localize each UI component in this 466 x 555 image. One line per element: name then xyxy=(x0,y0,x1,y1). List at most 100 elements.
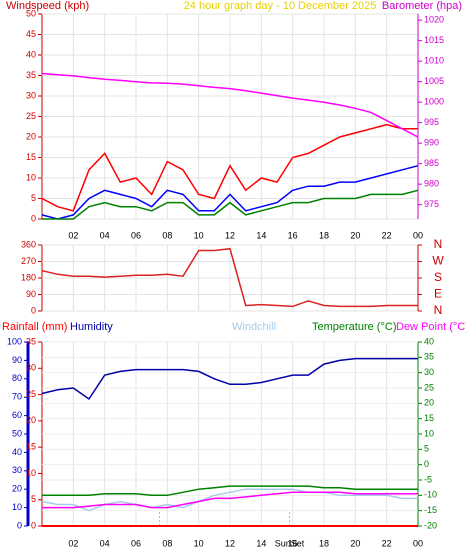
y-tick-label: 50 xyxy=(12,428,22,438)
y3-tick-label: 40 xyxy=(424,336,434,346)
x-tick-label: 10 xyxy=(194,230,204,240)
y2-tick-label: 0 xyxy=(31,520,36,530)
x-tick-label: 06 xyxy=(131,230,141,240)
y3-tick-label: -10 xyxy=(424,490,437,500)
annotation: SunSet xyxy=(275,538,305,548)
y2-tick-label: 1010 xyxy=(424,56,444,66)
y3-tick-label: 5 xyxy=(424,444,429,454)
y3-tick-label: 15 xyxy=(424,413,434,423)
y-tick-label: 15 xyxy=(26,152,36,162)
y3-tick-label: 30 xyxy=(424,367,434,377)
x-tick-label: 12 xyxy=(225,230,235,240)
legend-entry: Temperature (°C) xyxy=(312,321,396,333)
y-tick-label: 20 xyxy=(12,484,22,494)
x-tick-label: 02 xyxy=(68,230,78,240)
y-tick-label: 270 xyxy=(21,256,36,266)
y2-tick-label: 30 xyxy=(26,363,36,373)
legend-entry: Rainfall (mm) xyxy=(2,321,67,333)
y3-tick-label: 0 xyxy=(424,459,429,469)
y-tick-label: 45 xyxy=(26,29,36,39)
x-tick-label: 16 xyxy=(288,538,298,548)
y2-label: Barometer (hpa) xyxy=(382,0,462,12)
x-tick-label: 20 xyxy=(350,230,360,240)
y-tick-label: 0 xyxy=(31,305,36,315)
chart-title: 24 hour graph day - 10 December 2025 xyxy=(184,0,377,12)
y-tick-label: 5 xyxy=(31,193,36,203)
x-tick-label: 00 xyxy=(413,538,423,548)
y2-tick-label: W xyxy=(432,254,444,268)
x-tick-label: 14 xyxy=(256,230,266,240)
y-tick-label: 70 xyxy=(12,392,22,402)
y2-tick-label: 15 xyxy=(26,442,36,452)
series-line xyxy=(42,491,418,509)
series-line xyxy=(42,189,419,220)
y-tick-label: 0 xyxy=(31,213,36,223)
y-label: Windspeed (kph) xyxy=(6,0,89,12)
y2-tick-label: 990 xyxy=(424,138,439,148)
x-tick-label: 02 xyxy=(68,538,78,548)
x-tick-label: 10 xyxy=(194,538,204,548)
y2-tick-label: 10 xyxy=(26,468,36,478)
x-tick-label: 14 xyxy=(256,538,266,548)
y2-tick-label: 1020 xyxy=(424,15,444,25)
y-tick-label: 20 xyxy=(26,131,36,141)
y3-tick-label: 10 xyxy=(424,428,434,438)
x-tick-label: 04 xyxy=(100,230,110,240)
y-tick-label: 90 xyxy=(26,289,36,299)
y2-tick-label: E xyxy=(434,287,442,301)
y-tick-label: 25 xyxy=(26,111,36,121)
x-tick-label: 08 xyxy=(162,230,172,240)
y3-tick-label: 25 xyxy=(424,382,434,392)
x-tick-label: 12 xyxy=(225,538,235,548)
y-tick-label: 80 xyxy=(12,373,22,383)
y3-tick-label: -5 xyxy=(424,474,432,484)
x-tick-label: 18 xyxy=(319,538,329,548)
legend-entry: Dew Point (°C) xyxy=(396,321,466,333)
y2-tick-label: 1005 xyxy=(424,76,444,86)
y2-tick-label: 35 xyxy=(26,336,36,346)
y2-tick-label: N xyxy=(434,237,443,251)
y-tick-label: 30 xyxy=(12,465,22,475)
y2-tick-label: 25 xyxy=(26,389,36,399)
y-tick-label: 100 xyxy=(7,336,22,346)
y-tick-label: 90 xyxy=(12,355,22,365)
x-tick-label: 06 xyxy=(131,538,141,548)
legend-entry: Windchill xyxy=(232,321,276,333)
y-tick-label: 35 xyxy=(26,70,36,80)
y2-tick-label: 5 xyxy=(31,494,36,504)
series-line xyxy=(41,72,419,138)
x-tick-label: 00 xyxy=(413,230,423,240)
series-line xyxy=(42,485,418,497)
y-tick-label: 180 xyxy=(21,272,36,282)
y3-tick-label: -20 xyxy=(424,520,437,530)
y-tick-label: 50 xyxy=(26,8,36,18)
x-tick-label: 22 xyxy=(382,230,392,240)
series-line xyxy=(41,164,419,220)
x-tick-label: 18 xyxy=(319,230,329,240)
y2-tick-label: 1015 xyxy=(424,35,444,45)
y2-tick-label: N xyxy=(434,303,443,317)
y2-tick-label: 975 xyxy=(424,199,439,209)
y2-tick-label: 980 xyxy=(424,179,439,189)
x-tick-label: 16 xyxy=(288,230,298,240)
x-tick-label: 04 xyxy=(100,538,110,548)
y-tick-label: 10 xyxy=(12,502,22,512)
y3-tick-label: -15 xyxy=(424,505,437,515)
x-tick-label: 22 xyxy=(382,538,392,548)
x-tick-label: 08 xyxy=(162,538,172,548)
series-line xyxy=(41,247,418,308)
y2-tick-label: 995 xyxy=(424,117,439,127)
y-tick-label: 40 xyxy=(12,447,22,457)
y-tick-label: 30 xyxy=(26,90,36,100)
y-tick-label: 40 xyxy=(26,49,36,59)
y2-tick-label: 20 xyxy=(26,415,36,425)
series-line xyxy=(41,357,418,401)
legend-entry: Humidity xyxy=(70,321,113,333)
y2-tick-label: 1000 xyxy=(424,97,444,107)
y2-tick-label: S xyxy=(434,270,442,284)
y-tick-label: 360 xyxy=(21,239,36,249)
y3-tick-label: 20 xyxy=(424,398,434,408)
y-tick-label: 0 xyxy=(17,520,22,530)
y-tick-label: 10 xyxy=(26,172,36,182)
